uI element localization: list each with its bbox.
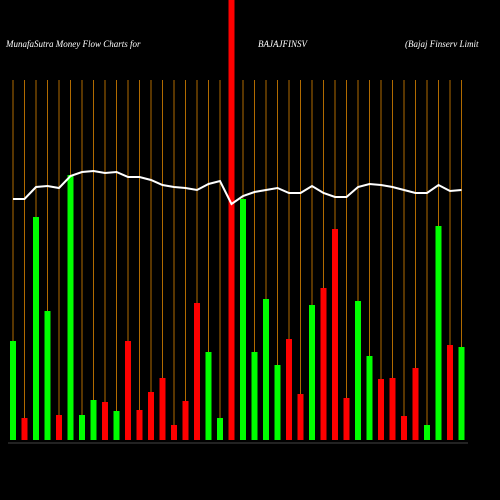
bar [205,352,212,440]
bar [412,368,419,440]
bar [240,199,246,440]
bar [228,0,235,440]
bar [297,394,304,440]
bar [424,425,430,440]
money-flow-line [13,169,462,206]
bar [217,418,223,440]
bar [263,299,269,440]
bar [113,411,120,440]
bar [332,229,338,440]
bar [10,341,16,440]
bar [44,311,51,440]
bar [401,416,407,440]
bar [182,401,189,440]
bar [136,410,143,440]
bar [343,398,350,440]
bar [148,392,154,440]
bar [435,226,442,440]
chart-subtitle: BAJAJFINSV [258,39,308,49]
bar [458,347,465,440]
bar [79,415,85,440]
bar [159,378,166,440]
bar [102,402,108,440]
bar [366,356,373,440]
annotation: (Bajaj Finserv Limit [405,39,479,49]
bar [194,303,200,440]
bar [56,415,62,440]
bar [355,301,361,440]
bar [320,288,327,440]
bar [378,379,384,440]
bar [90,400,97,440]
bar [447,345,453,440]
bar [274,365,281,440]
bar [389,378,396,440]
bar [33,217,39,440]
bar [309,305,315,440]
bar [67,175,74,440]
bar [251,352,258,440]
chart-title: MunafaSutra Money Flow Charts for [5,39,141,49]
bar [286,339,292,440]
bar [171,425,177,440]
bar [21,418,28,440]
bar [125,341,131,440]
